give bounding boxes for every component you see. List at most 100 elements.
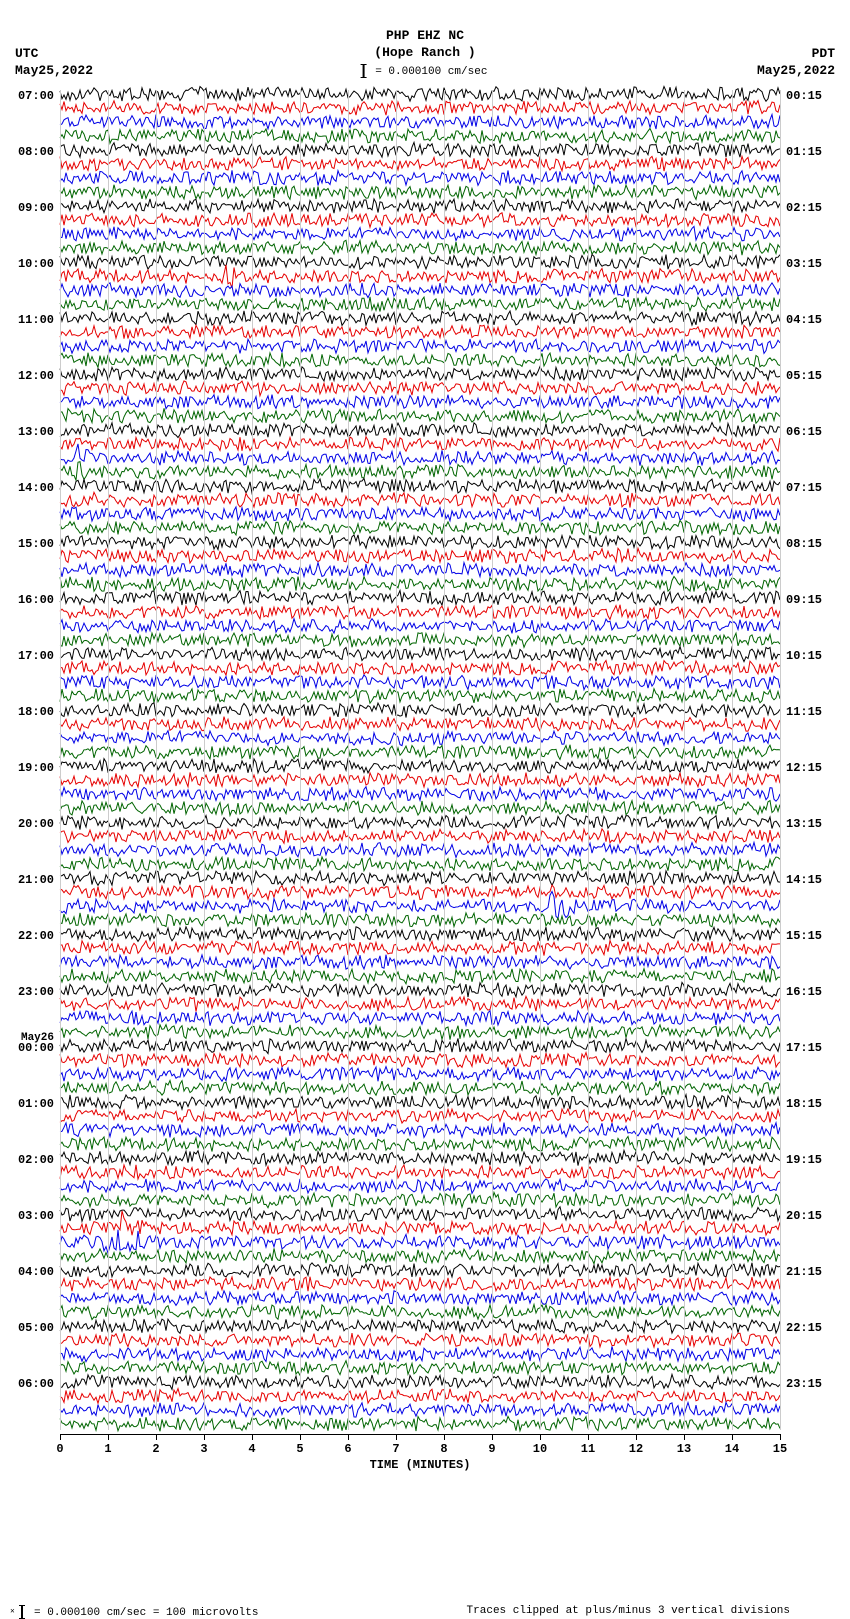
utc-hour-label: 05:00 [18, 1322, 54, 1334]
utc-hour-label: 03:00 [18, 1210, 54, 1222]
x-tick-label: 15 [773, 1442, 787, 1456]
pdt-hour-label: 11:15 [786, 706, 822, 718]
grid-line [588, 90, 589, 1430]
utc-hour-label: 14:00 [18, 482, 54, 494]
x-tick [540, 1434, 541, 1440]
pdt-hour-label: 03:15 [786, 258, 822, 270]
grid-line [444, 90, 445, 1430]
pdt-hour-label: 18:15 [786, 1098, 822, 1110]
grid-line [492, 90, 493, 1430]
x-tick-label: 11 [581, 1442, 595, 1456]
x-axis: TIME (MINUTES) 0123456789101112131415 [60, 1434, 780, 1484]
utc-hour-label: 21:00 [18, 874, 54, 886]
utc-hour-label: 22:00 [18, 930, 54, 942]
x-tick-label: 12 [629, 1442, 643, 1456]
tz-right-block: PDT May25,2022 [757, 46, 835, 80]
utc-hour-label: 06:00 [18, 1378, 54, 1390]
header: PHP EHZ NC (Hope Ranch ) UTC May25,2022 … [0, 0, 850, 80]
pdt-hour-label: 07:15 [786, 482, 822, 494]
utc-hour-label: 12:00 [18, 370, 54, 382]
x-axis-title: TIME (MINUTES) [370, 1458, 471, 1472]
pdt-hour-label: 08:15 [786, 538, 822, 550]
x-tick-label: 14 [725, 1442, 739, 1456]
x-tick-label: 0 [56, 1442, 63, 1456]
tz-left-label: UTC [15, 46, 93, 63]
tz-right-date: May25,2022 [757, 63, 835, 80]
plot-area [60, 90, 780, 1430]
x-tick [732, 1434, 733, 1440]
x-tick-label: 7 [392, 1442, 399, 1456]
pdt-hour-label: 20:15 [786, 1210, 822, 1222]
utc-hour-label: 15:00 [18, 538, 54, 550]
x-tick [492, 1434, 493, 1440]
x-tick-label: 13 [677, 1442, 691, 1456]
pdt-hour-label: 15:15 [786, 930, 822, 942]
left-time-labels: 07:0008:0009:0010:0011:0012:0013:0014:00… [0, 90, 58, 1430]
pdt-hour-label: 05:15 [786, 370, 822, 382]
x-tick-label: 6 [344, 1442, 351, 1456]
pdt-hour-label: 02:15 [786, 202, 822, 214]
grid-line [540, 90, 541, 1430]
x-tick [156, 1434, 157, 1440]
x-tick [300, 1434, 301, 1440]
tz-right-label: PDT [757, 46, 835, 63]
station-title: PHP EHZ NC (Hope Ranch ) [374, 28, 475, 62]
scale-bar-icon [363, 64, 365, 78]
grid-line [396, 90, 397, 1430]
pdt-hour-label: 16:15 [786, 986, 822, 998]
utc-hour-label: 13:00 [18, 426, 54, 438]
pdt-hour-label: 19:15 [786, 1154, 822, 1166]
grid-line [348, 90, 349, 1430]
x-tick [252, 1434, 253, 1440]
utc-hour-label: 19:00 [18, 762, 54, 774]
x-tick [444, 1434, 445, 1440]
pdt-hour-label: 14:15 [786, 874, 822, 886]
grid-line [156, 90, 157, 1430]
grid-line [204, 90, 205, 1430]
x-tick-label: 10 [533, 1442, 547, 1456]
scale-indicator: = 0.000100 cm/sec [363, 64, 488, 78]
station-code: PHP EHZ NC [374, 28, 475, 45]
x-tick [780, 1434, 781, 1440]
x-tick-label: 1 [104, 1442, 111, 1456]
x-tick [636, 1434, 637, 1440]
pdt-hour-label: 01:15 [786, 146, 822, 158]
x-tick [108, 1434, 109, 1440]
station-name: (Hope Ranch ) [374, 45, 475, 62]
utc-hour-label: 04:00 [18, 1266, 54, 1278]
utc-hour-label: 01:00 [18, 1098, 54, 1110]
right-time-labels: 00:1501:1502:1503:1504:1505:1506:1507:15… [782, 90, 850, 1430]
grid-line [636, 90, 637, 1430]
utc-hour-label: 02:00 [18, 1154, 54, 1166]
x-tick [588, 1434, 589, 1440]
utc-hour-label: 18:00 [18, 706, 54, 718]
grid-line [684, 90, 685, 1430]
pdt-hour-label: 06:15 [786, 426, 822, 438]
pdt-hour-label: 21:15 [786, 1266, 822, 1278]
x-tick [396, 1434, 397, 1440]
scale-text: = 0.000100 cm/sec [375, 66, 487, 78]
utc-hour-label: 17:00 [18, 650, 54, 662]
utc-hour-label: 10:00 [18, 258, 54, 270]
utc-hour-label: 23:00 [18, 986, 54, 998]
x-axis-line [60, 1434, 780, 1435]
utc-hour-label: 11:00 [18, 314, 54, 326]
utc-hour-label: 16:00 [18, 594, 54, 606]
helicorder-container: PHP EHZ NC (Hope Ranch ) UTC May25,2022 … [0, 0, 850, 1613]
x-tick-label: 9 [488, 1442, 495, 1456]
x-tick-label: 4 [248, 1442, 255, 1456]
footer-right: Traces clipped at plus/minus 3 vertical … [467, 1605, 790, 1617]
grid-line [732, 90, 733, 1430]
x-tick [60, 1434, 61, 1440]
x-tick-label: 3 [200, 1442, 207, 1456]
x-tick-label: 8 [440, 1442, 447, 1456]
utc-hour-label: 07:00 [18, 90, 54, 102]
grid-line [60, 90, 61, 1430]
utc-hour-label: 08:00 [18, 146, 54, 158]
scale-bar-icon [21, 1605, 23, 1619]
x-tick [204, 1434, 205, 1440]
pdt-hour-label: 22:15 [786, 1322, 822, 1334]
footer-left: × = 0.000100 cm/sec = 100 microvolts [10, 1605, 258, 1619]
x-tick [684, 1434, 685, 1440]
pdt-hour-label: 17:15 [786, 1042, 822, 1054]
